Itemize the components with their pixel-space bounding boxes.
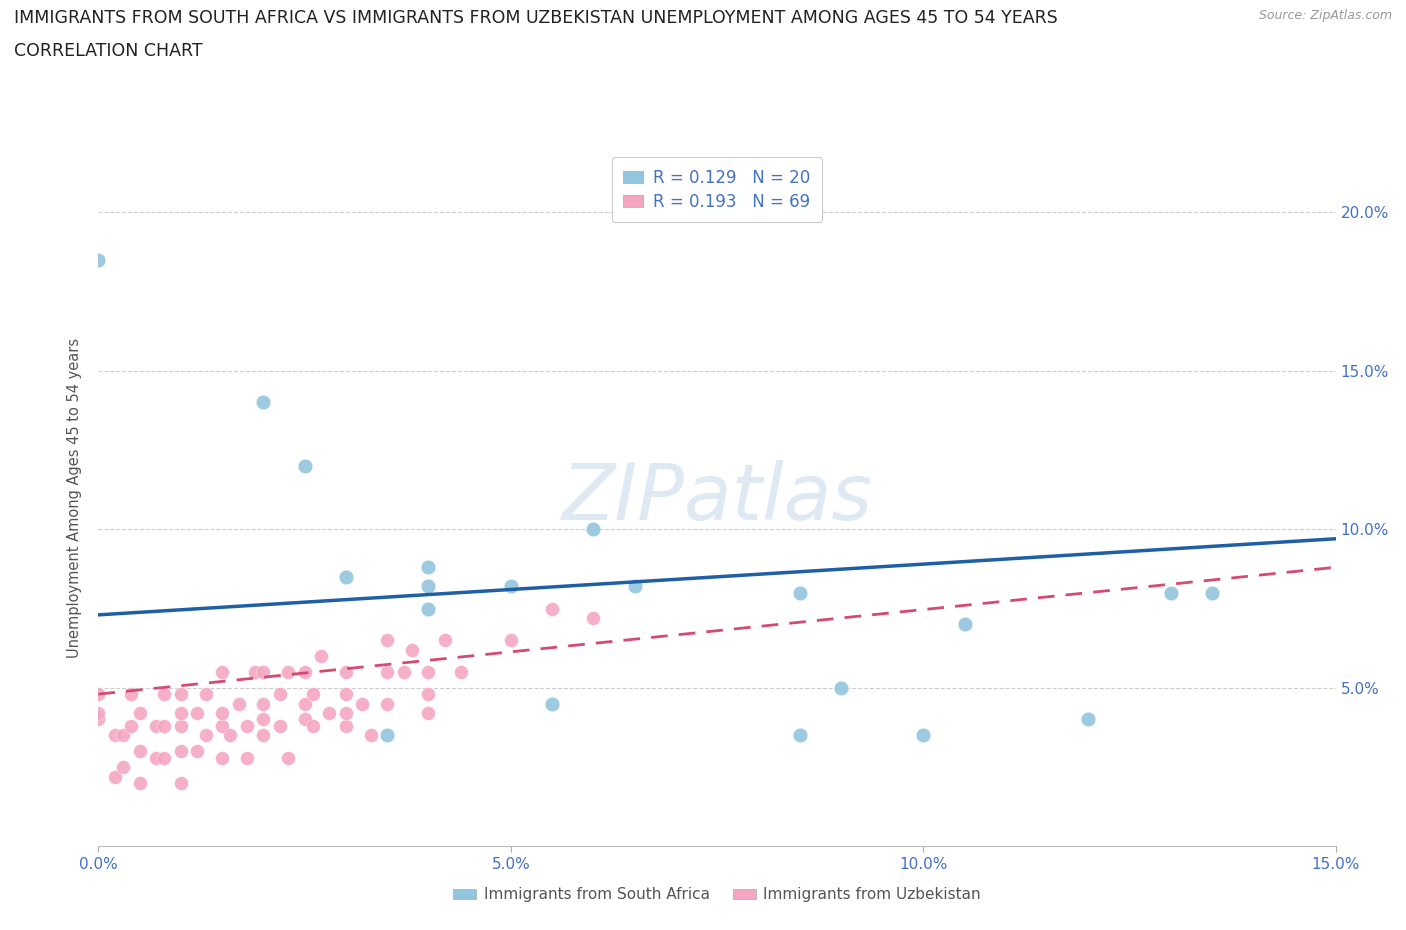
Text: IMMIGRANTS FROM SOUTH AFRICA VS IMMIGRANTS FROM UZBEKISTAN UNEMPLOYMENT AMONG AG: IMMIGRANTS FROM SOUTH AFRICA VS IMMIGRAN… (14, 9, 1057, 27)
Point (186, 706, 208, 721)
Point (194, 728, 217, 743)
Point (243, 664, 266, 679)
Point (236, 718, 259, 733)
Point (401, 643, 423, 658)
Point (252, 697, 274, 711)
Point (277, 751, 299, 765)
Point (335, 664, 357, 679)
Point (582, 611, 605, 626)
Point (318, 706, 340, 721)
Point (120, 718, 142, 733)
Point (418, 578, 440, 593)
Point (170, 706, 193, 721)
Point (392, 664, 415, 679)
Point (450, 664, 472, 679)
Point (236, 751, 259, 765)
Point (433, 632, 456, 647)
Point (120, 686, 142, 701)
Point (623, 578, 645, 593)
Point (294, 712, 316, 727)
Point (128, 706, 150, 721)
Point (153, 751, 176, 765)
Point (211, 664, 233, 679)
Point (335, 569, 357, 584)
Point (170, 744, 193, 759)
Point (252, 395, 274, 410)
Point (499, 632, 522, 647)
Y-axis label: Unemployment Among Ages 45 to 54 years: Unemployment Among Ages 45 to 54 years (67, 338, 83, 658)
Point (335, 706, 357, 721)
Text: Source: ZipAtlas.com: Source: ZipAtlas.com (1258, 9, 1392, 22)
Point (153, 718, 176, 733)
Point (418, 686, 440, 701)
Point (418, 560, 440, 575)
Point (170, 718, 193, 733)
Point (252, 728, 274, 743)
Point (375, 728, 398, 743)
Point (830, 681, 852, 696)
Point (87, 706, 110, 721)
Point (302, 718, 325, 733)
Text: ZIPatlas: ZIPatlas (561, 459, 873, 536)
Point (194, 686, 217, 701)
Point (335, 686, 357, 701)
Text: CORRELATION CHART: CORRELATION CHART (14, 42, 202, 60)
Point (294, 664, 316, 679)
Point (104, 769, 127, 784)
Point (418, 601, 440, 616)
Point (219, 728, 242, 743)
Point (352, 697, 374, 711)
Point (375, 632, 398, 647)
Point (104, 728, 127, 743)
Point (211, 718, 233, 733)
Point (499, 578, 522, 593)
Point (128, 776, 150, 790)
Point (170, 776, 193, 790)
Point (541, 601, 564, 616)
Point (418, 706, 440, 721)
Point (228, 697, 250, 711)
Point (1160, 585, 1182, 600)
Point (87, 686, 110, 701)
Point (269, 686, 291, 701)
Point (211, 706, 233, 721)
Point (112, 728, 135, 743)
Point (335, 718, 357, 733)
Point (211, 751, 233, 765)
Point (170, 686, 193, 701)
Point (1077, 712, 1099, 727)
Point (309, 648, 332, 663)
Point (112, 760, 135, 775)
Point (375, 664, 398, 679)
Point (145, 751, 167, 765)
Point (269, 718, 291, 733)
Point (294, 697, 316, 711)
Point (294, 458, 316, 473)
Point (912, 728, 935, 743)
Point (582, 522, 605, 537)
Point (789, 585, 811, 600)
Point (277, 664, 299, 679)
Point (418, 664, 440, 679)
Point (541, 697, 564, 711)
Point (186, 744, 208, 759)
Point (252, 664, 274, 679)
Point (375, 697, 398, 711)
Point (789, 728, 811, 743)
Point (1201, 585, 1223, 600)
Point (302, 686, 325, 701)
Point (953, 617, 976, 631)
Point (252, 712, 274, 727)
Point (153, 686, 176, 701)
Point (128, 744, 150, 759)
Point (145, 718, 167, 733)
Point (87, 712, 110, 727)
Point (360, 728, 382, 743)
Point (87, 252, 110, 267)
Legend: Immigrants from South Africa, Immigrants from Uzbekistan: Immigrants from South Africa, Immigrants… (447, 882, 987, 909)
